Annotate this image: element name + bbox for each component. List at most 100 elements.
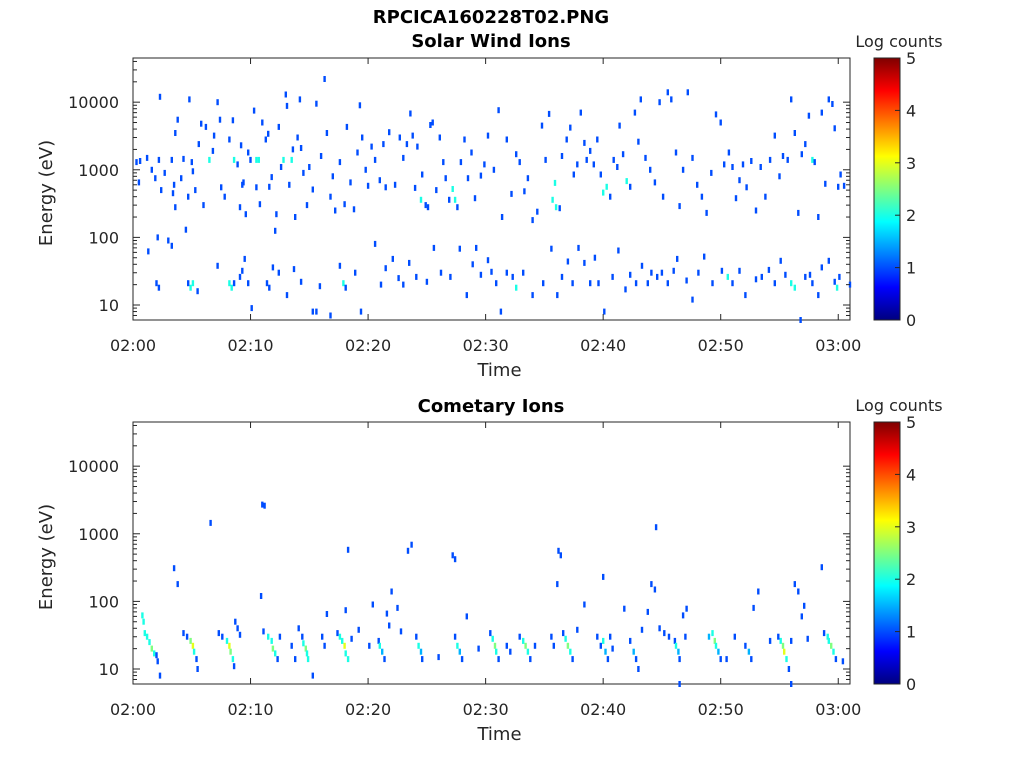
data-cell	[804, 273, 807, 280]
data-cell	[277, 123, 280, 130]
data-cell	[576, 161, 579, 168]
data-cell	[359, 308, 363, 315]
data-cell	[653, 586, 657, 593]
data-cell	[686, 89, 689, 96]
data-cell	[458, 648, 461, 655]
data-cell	[666, 280, 669, 287]
data-cell	[833, 125, 836, 132]
data-cell	[242, 179, 245, 186]
data-cell	[571, 656, 574, 663]
data-cell	[349, 179, 352, 186]
data-cell	[388, 129, 391, 136]
data-cell	[296, 134, 299, 141]
data-cell	[298, 96, 302, 103]
data-cell	[711, 630, 714, 637]
data-cell	[373, 240, 377, 247]
data-cell	[453, 196, 457, 203]
data-cell	[451, 186, 454, 192]
data-cell	[279, 164, 283, 170]
data-cell	[497, 656, 500, 663]
data-cell	[551, 196, 554, 203]
data-cell	[238, 204, 242, 211]
data-cell	[634, 656, 638, 663]
data-cell	[308, 164, 311, 170]
data-cell	[382, 141, 385, 148]
data-cell	[654, 524, 658, 531]
data-cell	[554, 204, 558, 211]
data-cell	[189, 284, 192, 291]
data-cell	[697, 269, 700, 276]
data-cell	[793, 284, 796, 291]
data-cell	[258, 201, 262, 208]
data-cell	[236, 625, 239, 632]
data-cell	[486, 257, 490, 264]
data-cell	[415, 633, 418, 640]
x-tick-label: 02:10	[227, 336, 273, 355]
data-cell	[596, 633, 599, 640]
data-cell	[200, 120, 203, 127]
y-tick-label: 10	[99, 296, 119, 315]
data-cell	[364, 166, 367, 173]
data-cell	[793, 130, 796, 136]
data-cell	[820, 109, 823, 116]
data-cell	[734, 195, 738, 202]
data-cell	[754, 207, 758, 214]
data-cell	[750, 656, 753, 663]
data-cell	[685, 605, 688, 612]
data-cell	[733, 633, 736, 640]
data-cell	[560, 153, 564, 159]
data-cell	[274, 227, 277, 234]
data-cell	[597, 280, 600, 287]
data-cell	[271, 264, 275, 271]
data-cell	[156, 658, 159, 665]
data-cell	[228, 136, 231, 143]
data-cell	[526, 175, 530, 182]
data-cell	[800, 613, 803, 620]
data-cell	[660, 269, 664, 276]
data-cell	[329, 193, 332, 200]
data-cell	[211, 147, 215, 154]
data-cell	[583, 139, 586, 146]
data-cell	[817, 292, 820, 299]
data-cell	[700, 193, 704, 200]
data-cell	[731, 280, 734, 287]
data-cell	[448, 196, 451, 203]
data-cell	[684, 633, 687, 640]
data-cell	[486, 132, 490, 139]
data-cell	[493, 642, 497, 649]
data-cell	[158, 672, 162, 679]
data-cell	[599, 642, 602, 649]
data-cells	[141, 501, 845, 687]
data-cell	[393, 181, 397, 188]
data-cell	[822, 630, 826, 637]
data-cell	[505, 136, 508, 143]
data-cell	[566, 642, 570, 649]
data-cell	[232, 280, 236, 287]
data-cell	[747, 648, 751, 655]
colorbar-tick-label: 4	[906, 465, 916, 484]
data-cell	[826, 633, 829, 640]
data-cell	[439, 269, 443, 276]
data-cell	[552, 642, 555, 649]
data-cell	[150, 166, 153, 173]
data-cell	[477, 645, 480, 652]
data-cell	[270, 637, 273, 644]
data-cell	[255, 156, 258, 163]
data-cell	[255, 184, 258, 191]
data-cell	[696, 181, 699, 188]
data-cell	[438, 134, 441, 141]
data-cell	[678, 203, 681, 210]
data-cell	[672, 267, 675, 274]
data-cell	[674, 149, 678, 156]
data-cell	[350, 635, 353, 642]
data-cell	[399, 628, 403, 635]
data-cell	[267, 130, 270, 137]
data-cell	[714, 111, 718, 118]
data-cell	[799, 317, 802, 323]
data-cell	[663, 630, 666, 637]
data-cell	[239, 142, 243, 149]
data-cell	[577, 244, 580, 251]
data-cell	[408, 259, 411, 266]
data-cell	[231, 656, 235, 663]
data-cell	[157, 284, 161, 291]
